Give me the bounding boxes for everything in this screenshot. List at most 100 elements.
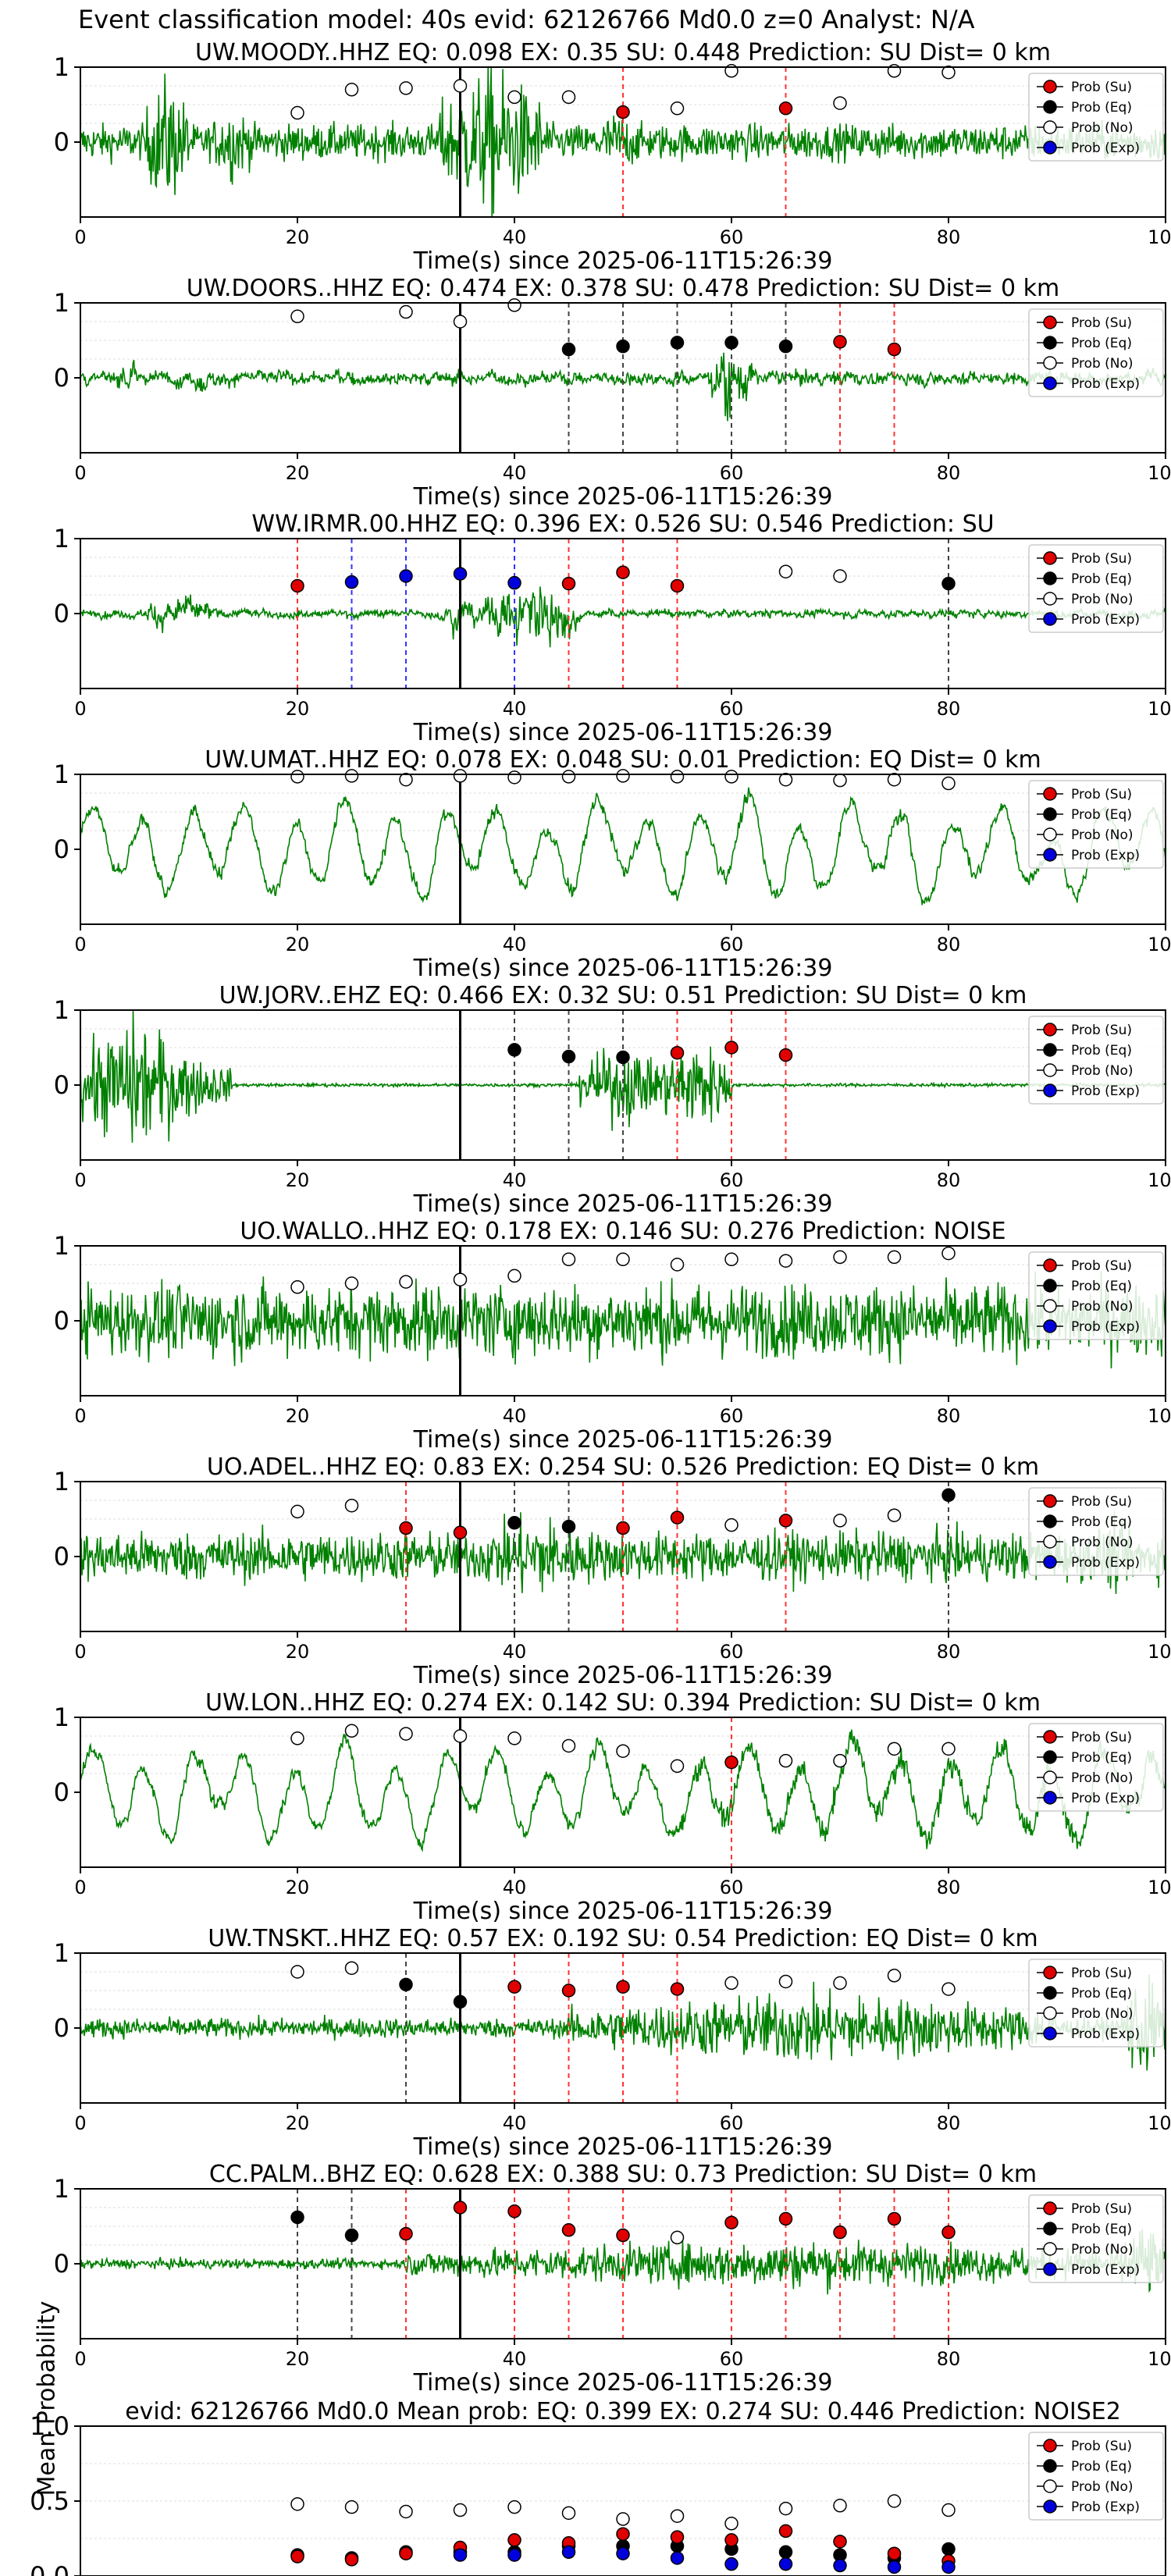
x-tick-label: 60 [720,226,744,248]
legend-label: Prob (Eq) [1071,1750,1132,1766]
prob-point-eq [778,2545,793,2560]
prob-point-no [290,1504,304,1519]
prob-point-no [453,79,468,93]
legend-marker-eq [1043,2459,1057,2473]
prob-point-no [887,1250,902,1265]
x-tick-label: 20 [286,2348,310,2370]
panel-title: UW.UMAT..HHZ EQ: 0.078 EX: 0.048 SU: 0.0… [205,746,1041,774]
prob-point-su [616,105,630,119]
prob-point-eq [561,342,576,357]
legend-label: Prob (No) [1071,2242,1134,2258]
prob-point-no [344,1724,359,1738]
x-tick-label: 20 [286,462,310,484]
waveform-trace [80,1974,1166,2071]
prob-point-no [344,1961,359,1975]
legend-label: Prob (Eq) [1071,571,1132,587]
legend-marker-su [1043,787,1057,801]
prob-point-no [724,770,739,784]
prob-point-su [670,1045,685,1060]
prob-point-eq [561,1519,576,1534]
prob-point-exp [887,2560,902,2574]
y-tick-label: 1 [54,760,69,789]
legend-label: Prob (Eq) [1071,1514,1132,1530]
prob-point-no [453,769,468,783]
legend-marker-eq [1043,1750,1057,1764]
x-tick-label: 20 [286,1641,310,1663]
prob-point-no [507,1731,521,1745]
legend-label: Prob (No) [1071,2479,1134,2495]
x-tick-label: 100 [1148,226,1171,248]
x-tick-label: 40 [503,1405,527,1427]
x-axis-label: Time(s) since 2025-06-11T15:26:39 [413,2133,833,2161]
y-tick-label: 0 [54,834,69,864]
legend-label: Prob (Exp) [1071,1319,1140,1335]
y-tick-label: 0.0 [30,2561,69,2576]
prob-point-su [724,2533,739,2547]
prob-point-no [887,1742,902,1756]
y-tick-label: 1 [54,52,69,82]
prob-point-no [399,2504,413,2519]
legend-marker-su [1043,1966,1057,1980]
prob-point-no [507,1268,521,1283]
prob-point-su [778,1048,793,1062]
x-axis-label: Time(s) since 2025-06-11T15:26:39 [413,1426,833,1453]
prob-point-no [887,1508,902,1522]
legend-marker-su [1043,1730,1057,1744]
x-tick-label: 40 [503,2348,527,2370]
legend-marker-su [1043,551,1057,565]
legend-marker-exp [1043,376,1057,390]
prob-point-no [941,2503,956,2517]
prob-point-exp [833,2558,847,2573]
prob-point-no [344,1498,359,1513]
prob-point-su [724,2215,739,2229]
prob-point-su [724,1755,739,1770]
prob-point-no [724,1517,739,1532]
prob-point-no [833,1976,847,1991]
x-tick-label: 40 [503,2112,527,2134]
legend-marker-su [1043,315,1057,329]
prob-point-exp [399,569,413,583]
prob-point-no [941,1742,956,1756]
prob-point-su [507,2533,521,2547]
x-tick-label: 20 [286,226,310,248]
prob-point-no [778,772,793,787]
prob-point-no [290,1280,304,1294]
chart-panel-6: UO.ADEL..HHZ EQ: 0.83 EX: 0.254 SU: 0.52… [54,1453,1171,1689]
y-tick-label: 0 [54,363,69,393]
x-tick-label: 80 [937,1169,961,1191]
prob-point-no [724,1976,739,1991]
prob-point-no [290,1731,304,1745]
legend-label: Prob (No) [1071,2006,1134,2022]
x-tick-label: 80 [937,2348,961,2370]
waveform-trace [80,1009,1166,1143]
x-tick-label: 40 [503,226,527,248]
waveform-trace [80,1271,1166,1369]
x-tick-label: 0 [74,698,86,720]
legend-marker-no [1043,356,1057,370]
prob-point-no [670,2509,685,2523]
legend-box [1028,1959,1164,2048]
axes-frame [80,302,1166,454]
legend-marker-exp [1043,2500,1057,2514]
y-tick-label: 0.5 [30,2486,69,2516]
x-axis-label: Time(s) since 2025-06-11T15:26:39 [413,1190,833,1218]
x-axis-label: Time(s) since 2025-06-11T15:26:39 [413,955,833,982]
legend: Prob (Su) Prob (Eq) Prob (No) Prob (Exp) [1028,1016,1164,1105]
legend-marker-su [1043,1494,1057,1508]
x-tick-label: 0 [74,462,86,484]
legend: Prob (Su) Prob (Eq) Prob (No) Prob (Exp) [1028,2432,1164,2521]
panel-title: UW.TNSKT..HHZ EQ: 0.57 EX: 0.192 SU: 0.5… [208,1925,1038,1952]
prob-point-su [453,2201,468,2215]
x-tick-label: 80 [937,462,961,484]
legend-marker-eq [1043,1279,1057,1293]
legend-label: Prob (Eq) [1071,336,1132,351]
chart-panel-3: UW.UMAT..HHZ EQ: 0.078 EX: 0.048 SU: 0.0… [54,746,1171,982]
prob-point-exp [453,567,468,581]
prob-point-su [616,1980,630,1994]
x-tick-label: 100 [1148,2348,1171,2370]
legend-label: Prob (Eq) [1071,100,1132,116]
prob-point-su [670,1510,685,1525]
prob-point-no [833,1250,847,1265]
prob-point-no [670,770,685,784]
prob-point-no [670,2230,685,2245]
